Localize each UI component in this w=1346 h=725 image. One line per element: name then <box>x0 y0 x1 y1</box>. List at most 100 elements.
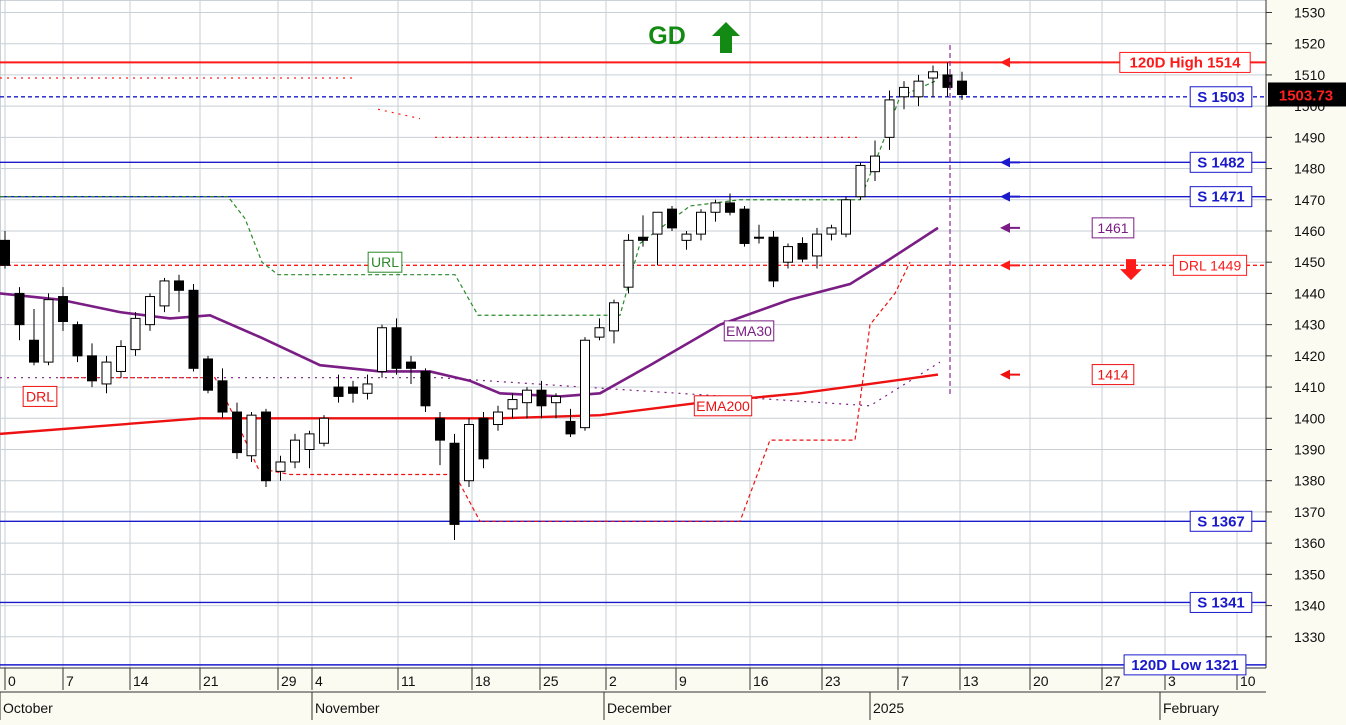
marker-label-text: 1414 <box>1097 367 1128 383</box>
x-tick-label: 7 <box>66 673 74 689</box>
candle <box>942 74 953 88</box>
level-label: S 1503 <box>1189 86 1253 108</box>
candles <box>0 62 967 541</box>
candle <box>623 239 634 288</box>
candle <box>290 439 300 463</box>
candle <box>319 417 329 444</box>
last-price-box <box>1268 82 1346 107</box>
y-tick-label: 1360 <box>1294 535 1325 551</box>
y-tick-label: 1430 <box>1294 317 1325 333</box>
candle <box>536 389 547 407</box>
drl-label-text: DRL <box>26 388 54 404</box>
candle <box>826 227 837 235</box>
ema200-label-text: EMA200 <box>696 398 750 414</box>
candle <box>232 411 242 454</box>
y-tick-label: 1390 <box>1294 441 1325 457</box>
candle <box>217 380 228 413</box>
candle <box>507 399 518 410</box>
y-tick-label: 1490 <box>1294 129 1325 145</box>
candle <box>493 411 503 426</box>
candle <box>522 389 532 404</box>
marker-arrow <box>1000 369 1020 380</box>
candle <box>304 433 315 450</box>
candle <box>420 370 431 407</box>
candle <box>145 296 155 326</box>
y-tick-label: 1480 <box>1294 161 1325 177</box>
candle <box>333 386 344 397</box>
x-tick-label: 10 <box>1240 673 1256 689</box>
month-label: 2025 <box>873 700 904 716</box>
candle <box>449 442 460 525</box>
level-label-box <box>1189 186 1253 208</box>
candle <box>14 292 25 326</box>
level-arrow <box>1000 191 1020 202</box>
level-label-box <box>1189 86 1253 108</box>
candle <box>101 361 112 385</box>
candle <box>261 411 271 482</box>
month-label: December <box>607 700 672 716</box>
x-tick-label: 0 <box>8 673 16 689</box>
candle <box>159 280 170 307</box>
candle <box>551 395 561 404</box>
signal-up-arrow <box>712 22 740 53</box>
candle <box>710 202 721 213</box>
candle <box>768 236 779 282</box>
ema200-label-box <box>693 395 753 417</box>
candle <box>116 345 126 372</box>
month-label: November <box>315 700 380 716</box>
url-label: URL <box>367 251 403 273</box>
level-label: 120D Low 1321 <box>1123 654 1247 676</box>
month-label: October <box>3 700 53 716</box>
y-tick-label: 1400 <box>1294 410 1325 426</box>
level-label-box <box>1189 510 1253 532</box>
level-label-text: S 1471 <box>1197 189 1245 206</box>
candle <box>0 239 10 266</box>
level-arrow <box>1000 157 1020 168</box>
x-tick-label: 13 <box>963 673 979 689</box>
candle <box>594 327 605 338</box>
candle <box>841 199 851 235</box>
level-label: S 1471 <box>1189 186 1253 208</box>
level-label-text: S 1482 <box>1197 154 1245 171</box>
x-tick-label: 18 <box>475 673 491 689</box>
y-tick-label: 1520 <box>1294 36 1325 52</box>
level-label-box <box>1189 151 1253 173</box>
candle <box>957 80 967 95</box>
level-label-text: 120D Low 1321 <box>1131 657 1239 674</box>
drl-line <box>60 261 911 522</box>
level-arrow <box>1000 57 1020 68</box>
candle <box>884 99 895 138</box>
level-label-text: S 1341 <box>1197 594 1245 611</box>
level-label-text: S 1367 <box>1197 513 1245 530</box>
level-label: S 1341 <box>1189 591 1253 613</box>
y-tick-label: 1380 <box>1294 473 1325 489</box>
y-tick-label: 1470 <box>1294 192 1325 208</box>
marker-label-box <box>1091 217 1135 239</box>
candle <box>362 383 373 394</box>
ema200-line <box>0 373 939 436</box>
x-tick-label: 20 <box>1033 673 1049 689</box>
y-tick-label: 1420 <box>1294 348 1325 364</box>
resistance-dots-2 <box>377 108 421 120</box>
candle <box>870 155 880 173</box>
y-tick-label: 1530 <box>1294 4 1325 20</box>
url-label-text: URL <box>371 254 399 270</box>
candle <box>812 233 822 257</box>
ema30-label-box <box>723 320 775 342</box>
drl-label: DRL <box>22 385 58 407</box>
level-label-text: S 1503 <box>1197 89 1245 106</box>
candle <box>797 242 808 260</box>
candle <box>130 317 141 351</box>
candle <box>739 208 750 244</box>
y-tick-label: 1460 <box>1294 223 1325 239</box>
x-tick-label: 23 <box>825 673 841 689</box>
candle <box>565 420 576 435</box>
x-tick-label: 14 <box>133 673 149 689</box>
candle <box>87 355 97 382</box>
candle <box>435 417 445 441</box>
y-tick-label: 1440 <box>1294 285 1325 301</box>
candle <box>652 211 663 235</box>
level-label: S 1482 <box>1189 151 1253 173</box>
